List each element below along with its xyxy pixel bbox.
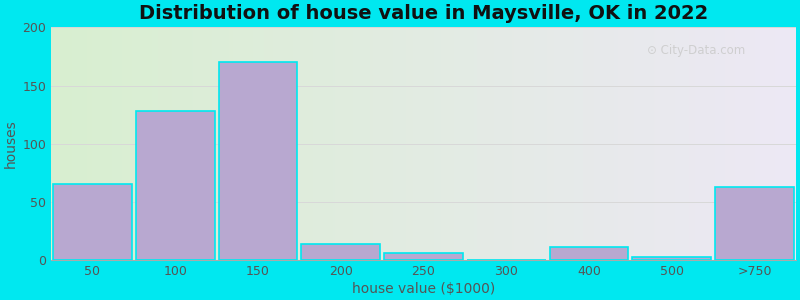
Bar [302,244,380,260]
Bar [715,187,794,260]
X-axis label: house value ($1000): house value ($1000) [352,282,495,296]
Bar [384,253,462,260]
Bar [53,184,132,260]
Y-axis label: houses: houses [4,119,18,168]
Bar [632,257,711,260]
Title: Distribution of house value in Maysville, OK in 2022: Distribution of house value in Maysville… [139,4,708,23]
Text: ⊙ City-Data.com: ⊙ City-Data.com [647,44,745,57]
Bar [136,111,214,260]
Bar [550,247,628,260]
Bar [218,62,298,260]
